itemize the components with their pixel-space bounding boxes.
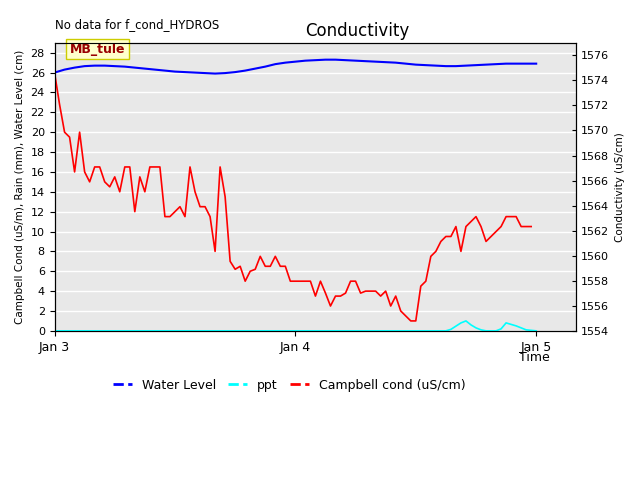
Y-axis label: Campbell Cond (uS/m), Rain (mm), Water Level (cm): Campbell Cond (uS/m), Rain (mm), Water L…: [15, 50, 25, 324]
Title: Conductivity: Conductivity: [305, 22, 410, 40]
Legend: Water Level, ppt, Campbell cond (uS/cm): Water Level, ppt, Campbell cond (uS/cm): [108, 373, 470, 396]
X-axis label: Time: Time: [519, 351, 550, 364]
Text: MB_tule: MB_tule: [70, 43, 125, 56]
Text: No data for f_cond_HYDROS: No data for f_cond_HYDROS: [54, 18, 219, 31]
Y-axis label: Conductivity (uS/cm): Conductivity (uS/cm): [615, 132, 625, 242]
